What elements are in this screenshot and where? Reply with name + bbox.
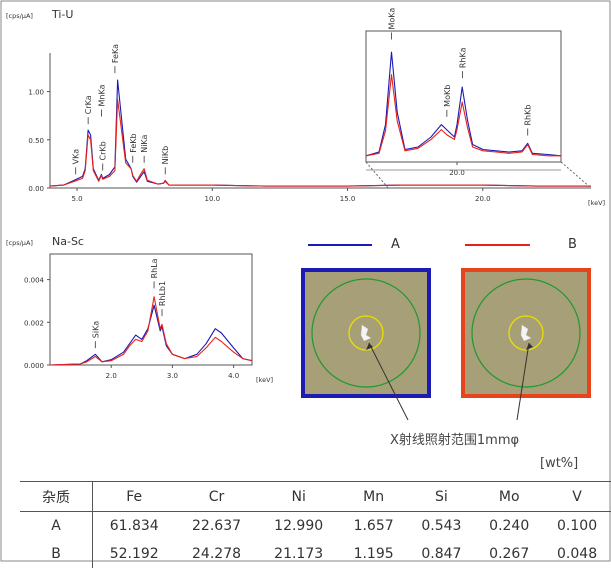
peak-label: VKa xyxy=(72,149,81,165)
row-label: A xyxy=(20,511,93,540)
y-tick-label: 0.50 xyxy=(28,137,44,145)
header-v: V xyxy=(543,481,611,512)
inset-guide-left xyxy=(365,161,389,189)
series-line-b xyxy=(365,74,561,157)
table-cell: 0.847 xyxy=(421,546,462,562)
header-mo: Mo xyxy=(475,481,544,512)
peak-label: NiKb xyxy=(161,146,170,165)
chart-na-sc: 0.000 0.002 0.004 2.0 3.0 4.0 SiKa RhLa RhLb1 [cp… xyxy=(6,235,273,384)
irradiation-spot-caption: X射线照射范围1mmφ xyxy=(390,433,520,448)
header-cr: Cr xyxy=(175,481,258,512)
inclusion-particle xyxy=(360,324,372,342)
table-header-row: 杂质 Fe Cr Ni Mn Si Mo V xyxy=(20,481,611,512)
series-line-b xyxy=(49,296,253,366)
table-cell: 0.100 xyxy=(557,518,598,534)
y-tick-label: 0.004 xyxy=(24,277,45,285)
table-cell: 1.657 xyxy=(353,518,394,534)
table-row: B 52.192 24.278 21.173 1.195 0.847 0.267… xyxy=(20,540,611,568)
table-cell: 0.543 xyxy=(421,518,462,534)
y-tick-label: 0.002 xyxy=(24,319,44,327)
peak-label: RhKa xyxy=(458,47,467,68)
y-tick-label: 0.000 xyxy=(24,362,44,370)
peak-label: RhLa xyxy=(150,258,159,278)
peak-label: MoKa xyxy=(387,8,396,30)
sample-a xyxy=(301,268,431,421)
table-cell: 22.637 xyxy=(192,518,242,534)
collimator-ring-green xyxy=(311,278,421,388)
table-cell: 21.173 xyxy=(274,546,324,562)
table-cell: 61.834 xyxy=(109,518,159,534)
chart-ti-u: 0.00 0.50 1.00 5.0 10.0 15.0 20.0 VKa CrKa MnKa Cr… xyxy=(6,8,605,207)
header-mn: Mn xyxy=(339,481,408,512)
y-unit-label: [cps/μA] xyxy=(6,239,33,247)
row-label: B xyxy=(20,540,93,568)
x-tick-label: 4.0 xyxy=(228,372,239,380)
sample-b xyxy=(461,268,591,421)
chart-title: Na-Sc xyxy=(52,235,84,248)
chart-ti-u-inset: 20.0 MoKa MoKb RhKa RhKb xyxy=(365,8,562,177)
header-impurity: 杂质 xyxy=(20,481,93,512)
table-cell: 52.192 xyxy=(109,546,159,562)
header-ni: Ni xyxy=(257,481,340,512)
y-tick-label: 0.00 xyxy=(28,185,44,193)
x-tick-label: 20.0 xyxy=(475,195,491,203)
peak-label: FeKb xyxy=(129,133,138,152)
composition-table: 杂质 Fe Cr Ni Mn Si Mo V A 61.834 22.637 1… xyxy=(20,481,611,568)
x-tick-label: 10.0 xyxy=(205,195,221,203)
pointer-arrowhead xyxy=(526,343,533,350)
table-cell: 0.240 xyxy=(489,518,530,534)
inset-guide-right xyxy=(560,161,592,189)
x-tick-label: 20.0 xyxy=(449,169,465,177)
x-tick-label: 2.0 xyxy=(106,372,117,380)
peak-label: MoKb xyxy=(443,85,452,107)
peak-label: CrKb xyxy=(99,141,108,160)
legend-a-label: A xyxy=(391,237,400,252)
table-cell: 0.267 xyxy=(489,546,530,562)
x-tick-label: 3.0 xyxy=(167,372,178,380)
pointer-arrowhead xyxy=(366,343,373,350)
table-cell: 12.990 xyxy=(274,518,324,534)
table-cell: 0.048 xyxy=(557,546,598,562)
y-tick-label: 1.00 xyxy=(28,89,44,97)
chart-title: Ti-U xyxy=(51,8,73,21)
peak-label: CrKa xyxy=(84,95,93,114)
peak-label: RhLb1 xyxy=(158,281,167,306)
peak-label: SiKa xyxy=(91,321,100,338)
x-tick-label: 15.0 xyxy=(340,195,356,203)
x-tick-label: 5.0 xyxy=(71,195,82,203)
table-unit: [wt%] xyxy=(540,456,579,471)
header-si: Si xyxy=(407,481,476,512)
table-cell: 1.195 xyxy=(353,546,394,562)
x-unit-label: [keV] xyxy=(588,199,605,207)
x-unit-label: [keV] xyxy=(256,376,273,384)
pointer-line xyxy=(516,342,530,421)
peak-label: RhKb xyxy=(524,105,533,126)
legend-b-label: B xyxy=(568,237,577,252)
table-row: A 61.834 22.637 12.990 1.657 0.543 0.240… xyxy=(20,511,611,540)
series-line-a xyxy=(365,51,562,157)
y-unit-label: [cps/μA] xyxy=(6,12,33,20)
header-fe: Fe xyxy=(92,481,176,512)
table-cell: 24.278 xyxy=(192,546,242,562)
peak-label: FeKa xyxy=(111,44,120,63)
pointer-line xyxy=(368,342,409,421)
series-line-b xyxy=(49,98,591,187)
peak-label: NiKa xyxy=(140,134,149,152)
collimator-ring-green xyxy=(471,278,581,388)
inclusion-particle xyxy=(520,324,532,342)
peak-label: MnKa xyxy=(97,84,106,106)
plot-area xyxy=(49,253,253,366)
